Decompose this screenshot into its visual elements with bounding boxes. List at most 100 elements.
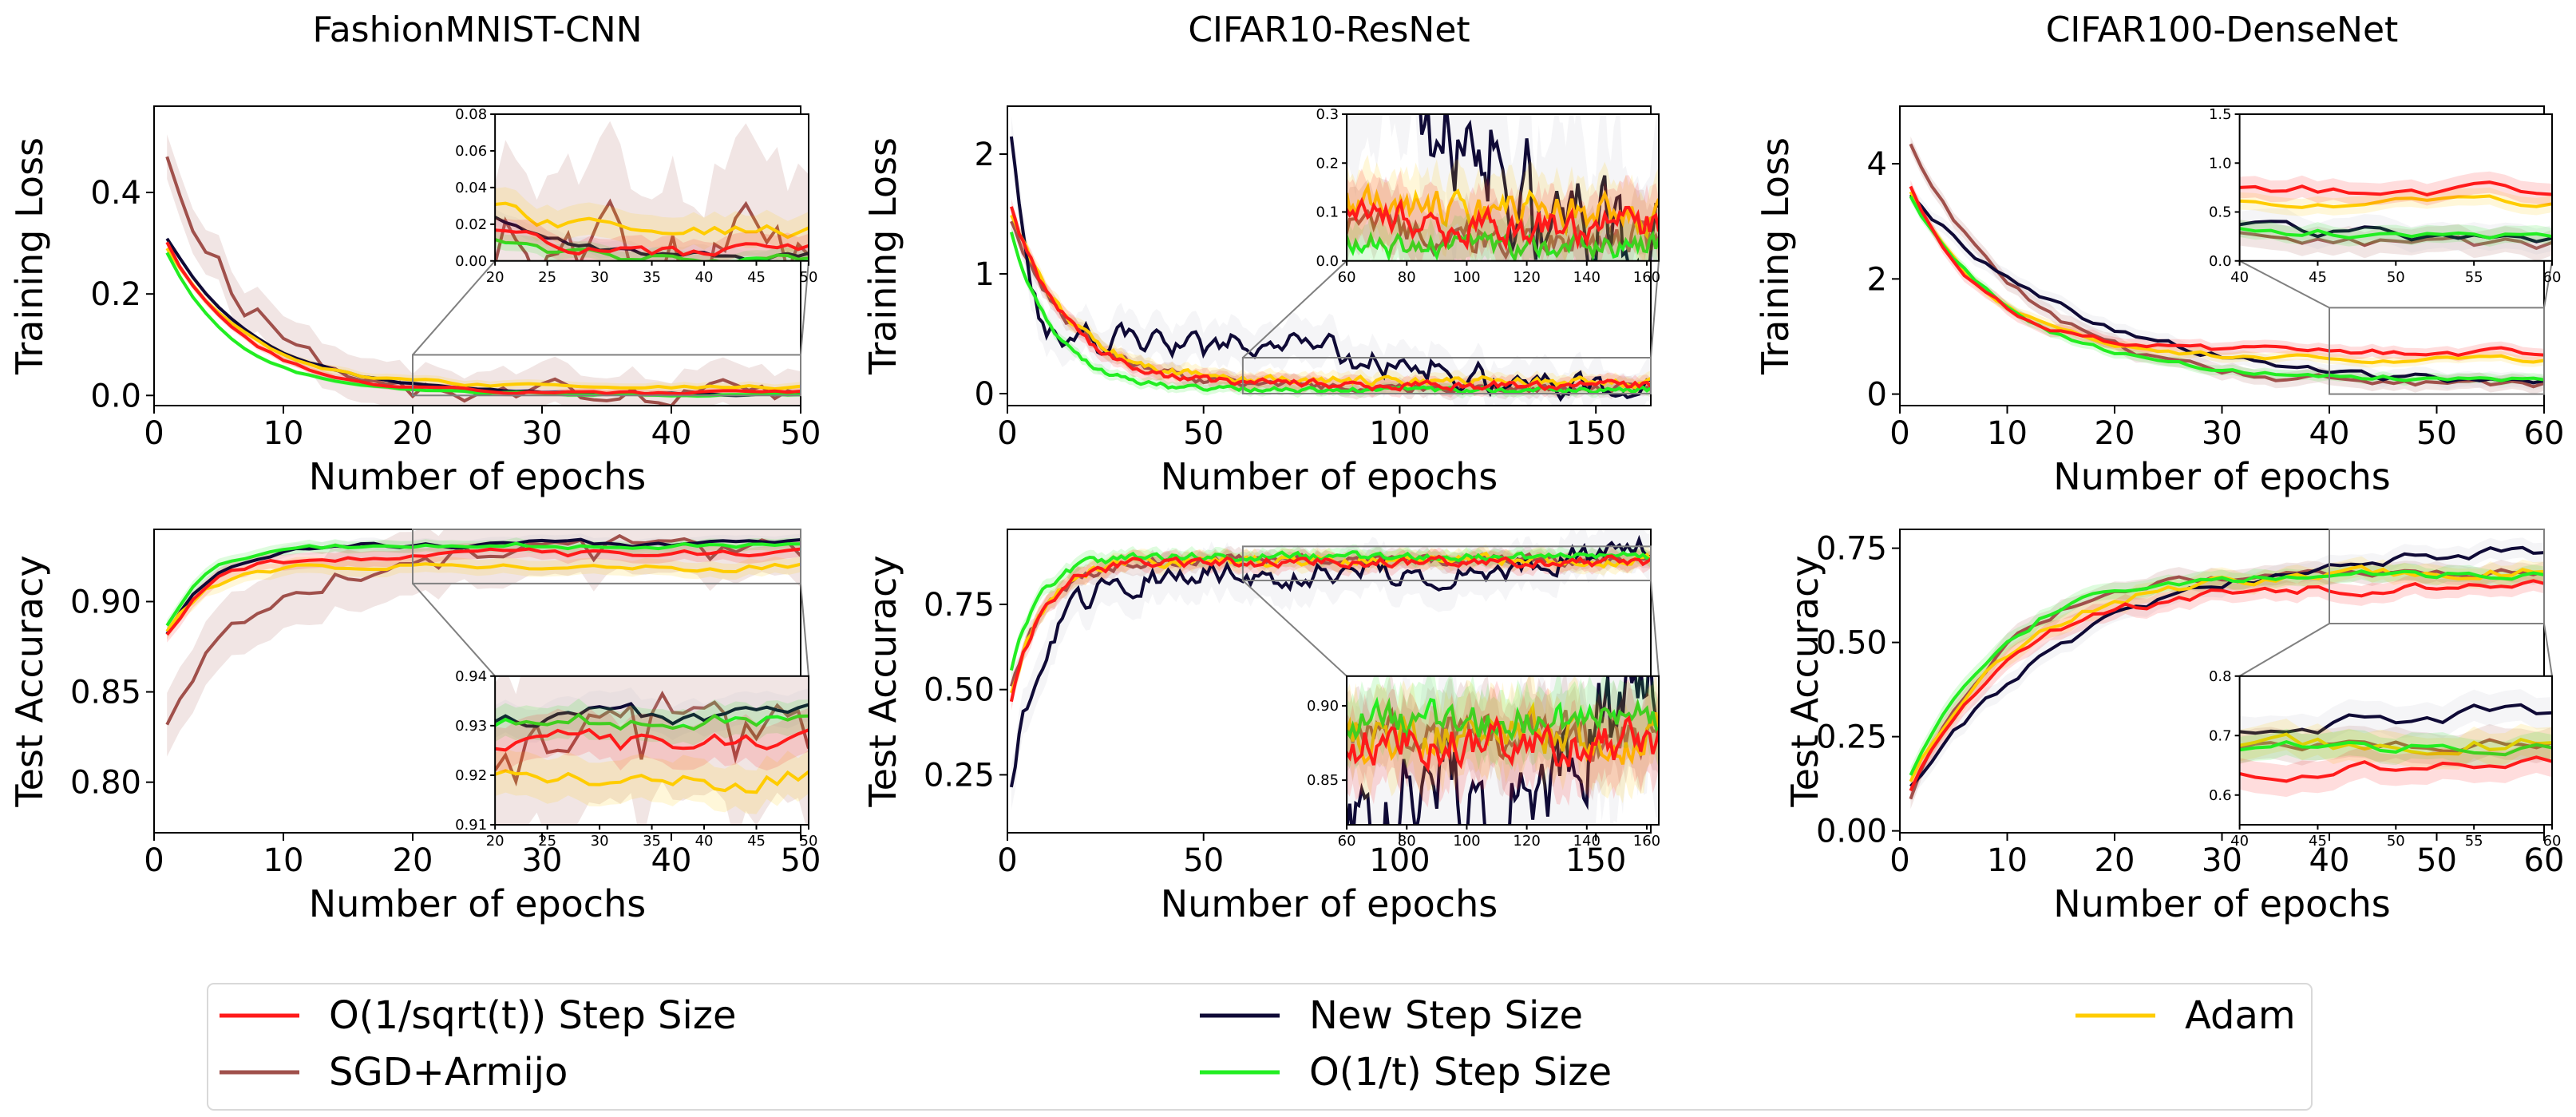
panel-fm-acc: 0 10 20 30 40 50 0.80 0.85 0.90 Number of epochs T…	[8, 529, 821, 925]
inset-band-sqrt	[495, 707, 809, 772]
y-axis-label: Training Loss	[8, 137, 51, 375]
inset-series-line-armijo	[495, 198, 809, 261]
panel-title-0: FashionMNIST-CNN	[312, 10, 642, 50]
zoom-connector	[2239, 259, 2330, 309]
x-tick-label: 30	[2202, 415, 2242, 452]
x-tick-label: 20	[2095, 842, 2135, 879]
band-armijo	[167, 134, 801, 406]
zoom-connector	[1650, 580, 1660, 676]
inset-x-tick-label: 30	[591, 269, 609, 286]
inset-y-tick-label: 0.8	[2209, 668, 2232, 685]
inset-y-tick-label: 0.02	[455, 216, 487, 233]
legend-frame	[207, 983, 2313, 1111]
series-line-inv	[1909, 569, 2544, 776]
inset-y-tick-label: 0.91	[455, 817, 487, 834]
x-tick-label: 40	[651, 842, 692, 879]
inset-x-tick-label: 55	[2465, 833, 2483, 850]
x-axis-label: Number of epochs	[309, 455, 646, 498]
inset-x-tick-label: 120	[1513, 833, 1540, 850]
inset-y-tick-label: 0.0	[1316, 253, 1339, 270]
band-adam	[1011, 207, 1651, 396]
plot-area	[1009, 529, 1651, 810]
inset-band-sqrt	[495, 218, 809, 261]
inset-fm-acc: 20 25 30 35 40 45 50 0.91 0.92 0.93 0.94	[455, 668, 817, 850]
band-adam	[1910, 556, 2544, 792]
inset-x-tick-label: 160	[1633, 269, 1660, 286]
y-tick-label: 0.0	[90, 378, 141, 414]
inset-x-tick-label: 40	[695, 833, 714, 850]
inset-x-tick-label: 55	[2465, 269, 2483, 286]
inset-series-line-inv	[2239, 227, 2552, 240]
inset-x-tick-label: 35	[643, 833, 661, 850]
inset-x-tick-label: 60	[2543, 833, 2562, 850]
zoom-connector	[2543, 623, 2553, 676]
plot-area	[1909, 537, 2544, 810]
x-axis-label: Number of epochs	[2053, 455, 2390, 498]
inset-y-tick-label: 0.2	[1316, 155, 1339, 172]
band-adam	[167, 556, 801, 640]
series-line-adam	[165, 562, 801, 632]
inset-series-line-inv	[495, 238, 809, 261]
y-tick-label: 0.2	[90, 276, 141, 313]
inset-x-tick-label: 80	[1398, 269, 1416, 286]
y-tick-label: 2	[975, 137, 995, 173]
inset-y-tick-label: 0.00	[455, 253, 487, 270]
x-tick-label: 10	[1987, 842, 2028, 879]
zoom-region	[412, 529, 801, 584]
series-line-inv	[165, 541, 801, 627]
inset-c100-loss: 40 45 50 55 60 0.0 0.5 1.0 1.5	[2209, 106, 2561, 286]
x-tick-label: 50	[781, 842, 821, 879]
inset-y-tick-label: 0.94	[455, 668, 487, 685]
plot-area	[1009, 115, 1651, 406]
zoom-connector	[800, 260, 809, 355]
band-sqrt	[1011, 198, 1651, 398]
x-axis-label: Number of epochs	[2053, 882, 2390, 925]
legend-label-armijo: SGD+Armijo	[329, 1050, 568, 1095]
inset-y-tick-label: 1.0	[2209, 155, 2232, 172]
x-tick-label: 60	[2524, 842, 2565, 879]
legend-label-adam: Adam	[2185, 993, 2296, 1038]
y-axis-label: Test Accuracy	[1783, 555, 1826, 807]
zoom-region	[2329, 307, 2545, 395]
x-tick-label: 150	[1565, 415, 1626, 452]
series-line-sqrt	[165, 547, 801, 636]
zoom-connector	[1242, 260, 1347, 358]
x-tick-label: 40	[651, 415, 692, 452]
inset-c10-acc: 60 80 100 120 140 160 0.85 0.90	[1307, 675, 1660, 850]
inset-y-tick-label: 0.85	[1307, 772, 1339, 789]
y-tick-label: 4	[1867, 146, 1887, 183]
zoom-connector	[2543, 260, 2553, 308]
y-axis-label: Training Loss	[861, 137, 904, 375]
plot-area	[165, 529, 801, 757]
inset-series-line-inv	[2239, 739, 2552, 757]
zoom-connector	[800, 583, 809, 676]
panel-fm-loss: 0 10 20 30 40 50 0.0 0.2 0.4 Number of epochs Trai…	[8, 105, 821, 498]
series-line-sqrt	[1909, 185, 2544, 357]
panel-title-2: CIFAR100-DenseNet	[2046, 10, 2399, 50]
legend-label-inv: O(1/t) Step Size	[1309, 1050, 1612, 1095]
inset-x-tick-label: 50	[2387, 833, 2405, 850]
inset-y-tick-label: 0.5	[2209, 204, 2232, 221]
panel-title-1: CIFAR10-ResNet	[1188, 10, 1470, 50]
inset-x-tick-label: 120	[1513, 269, 1540, 286]
series-line-adam	[1010, 214, 1651, 390]
y-axis-label: Training Loss	[1754, 137, 1797, 375]
series-line-new	[1009, 136, 1651, 402]
series-line-armijo	[1909, 143, 2544, 389]
x-axis-label: Number of epochs	[309, 882, 646, 925]
y-tick-label: 0.85	[70, 675, 141, 711]
inset-frame	[1346, 675, 1660, 826]
inset-series-line-new	[2239, 703, 2552, 735]
inset-band-armijo	[495, 121, 809, 261]
inset-series-line-adam	[495, 769, 809, 794]
inset-series-line-inv	[495, 712, 809, 731]
inset-x-tick-label: 100	[1453, 269, 1480, 286]
inset-series-line-sqrt	[1347, 715, 1659, 774]
series-line-new	[165, 537, 801, 636]
x-tick-label: 20	[393, 415, 433, 452]
inset-plot-area	[1347, 114, 1659, 261]
inset-x-tick-label: 20	[486, 833, 505, 850]
inset-x-tick-label: 35	[643, 269, 661, 286]
